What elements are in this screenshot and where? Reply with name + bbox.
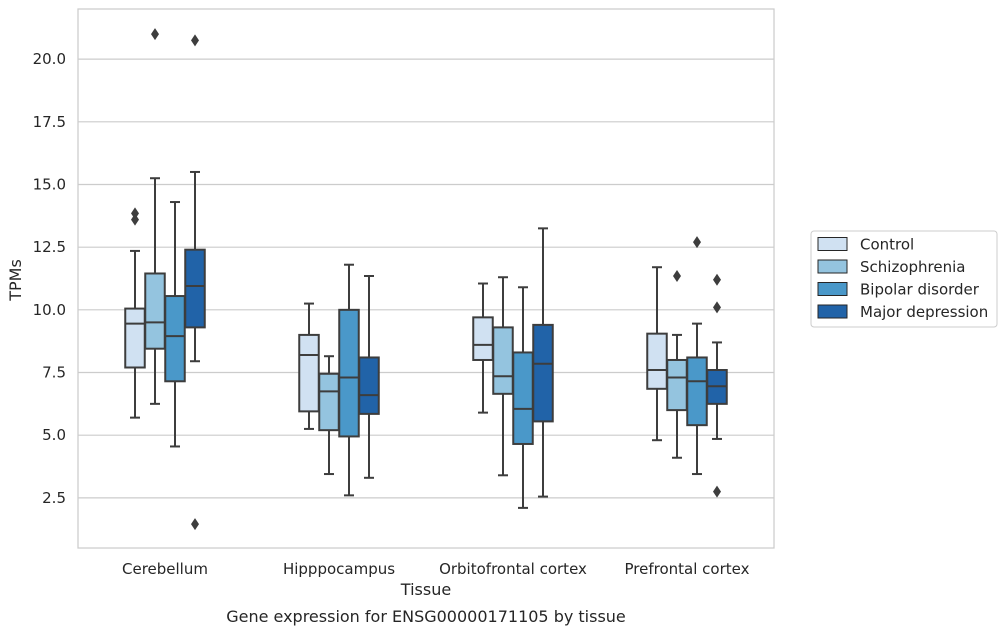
legend: Control Schizophrenia Bipolar disorder Majo…: [810, 230, 998, 328]
y-tick-label: 17.5: [33, 113, 66, 131]
box-0-0: [124, 207, 146, 419]
y-tick-label: 2.5: [42, 489, 66, 507]
y-tick-labels: 2.5 5.0 7.5 10.0 12.5 15.0 17.5 20.0: [33, 50, 66, 507]
box-iqr: [686, 356, 708, 427]
legend-swatch: [817, 304, 848, 319]
box-iqr: [532, 323, 554, 423]
box-1-3: [666, 269, 688, 459]
box-iqr: [338, 308, 360, 438]
box-iqr: [492, 326, 514, 395]
box-3-0: [184, 34, 206, 531]
box-2-0: [164, 201, 186, 448]
legend-label: Schizophrenia: [860, 258, 965, 276]
y-tick-label: 7.5: [42, 364, 66, 382]
legend-swatch: [817, 282, 848, 296]
box-iqr: [666, 358, 688, 412]
box-3-3: [706, 273, 728, 498]
outlier-point: [693, 236, 701, 249]
y-axis-label: TPMs: [6, 259, 25, 302]
legend-swatch: [817, 237, 848, 251]
box-iqr: [358, 356, 380, 415]
box-iqr: [124, 307, 146, 369]
y-tick-label: 5.0: [42, 426, 66, 444]
legend-label: Major depression: [860, 303, 988, 321]
box-iqr: [298, 333, 320, 413]
outlier-point: [713, 301, 721, 314]
legend-frame: [810, 230, 998, 328]
box-iqr: [144, 272, 166, 350]
box-iqr: [184, 248, 206, 329]
box-3-2: [532, 227, 554, 498]
x-axis-label: Tissue: [400, 580, 451, 599]
box-iqr: [164, 295, 186, 383]
y-tick-label: 20.0: [33, 50, 66, 68]
x-tick-label: Cerebellum: [122, 560, 208, 578]
box-2-2: [512, 286, 534, 509]
chart-title: Gene expression for ENSG00000171105 by t…: [226, 607, 626, 626]
box-1-2: [492, 276, 514, 477]
outlier-point: [713, 485, 721, 498]
legend-label: Bipolar disorder: [860, 281, 980, 299]
y-tick-label: 15.0: [33, 175, 66, 193]
outlier-point: [191, 518, 199, 531]
legend-swatch: [817, 259, 848, 274]
legend-label: Control: [860, 236, 914, 254]
outlier-point: [131, 207, 139, 220]
x-tick-label: Orbitofrontal cortex: [439, 560, 587, 578]
outlier-point: [673, 269, 681, 282]
box-iqr: [472, 316, 494, 361]
x-tick-labels: Cerebellum Hipppocampus Orbitofrontal cort…: [122, 560, 750, 578]
outlier-point: [713, 273, 721, 286]
y-tick-label: 10.0: [33, 301, 66, 319]
outlier-point: [151, 28, 159, 41]
box-0-1: [298, 302, 320, 430]
plot-area: [77, 8, 775, 549]
box-0-3: [646, 266, 668, 442]
box-3-1: [358, 274, 380, 479]
box-iqr: [646, 332, 668, 390]
x-tick-label: Hipppocampus: [283, 560, 395, 578]
outlier-point: [131, 213, 139, 226]
x-tick-label: Prefrontal cortex: [625, 560, 750, 578]
box-iqr: [512, 351, 534, 445]
box-iqr: [318, 372, 340, 432]
box-series: [124, 28, 728, 531]
outlier-point: [191, 34, 199, 47]
y-tick-label: 12.5: [33, 238, 66, 256]
